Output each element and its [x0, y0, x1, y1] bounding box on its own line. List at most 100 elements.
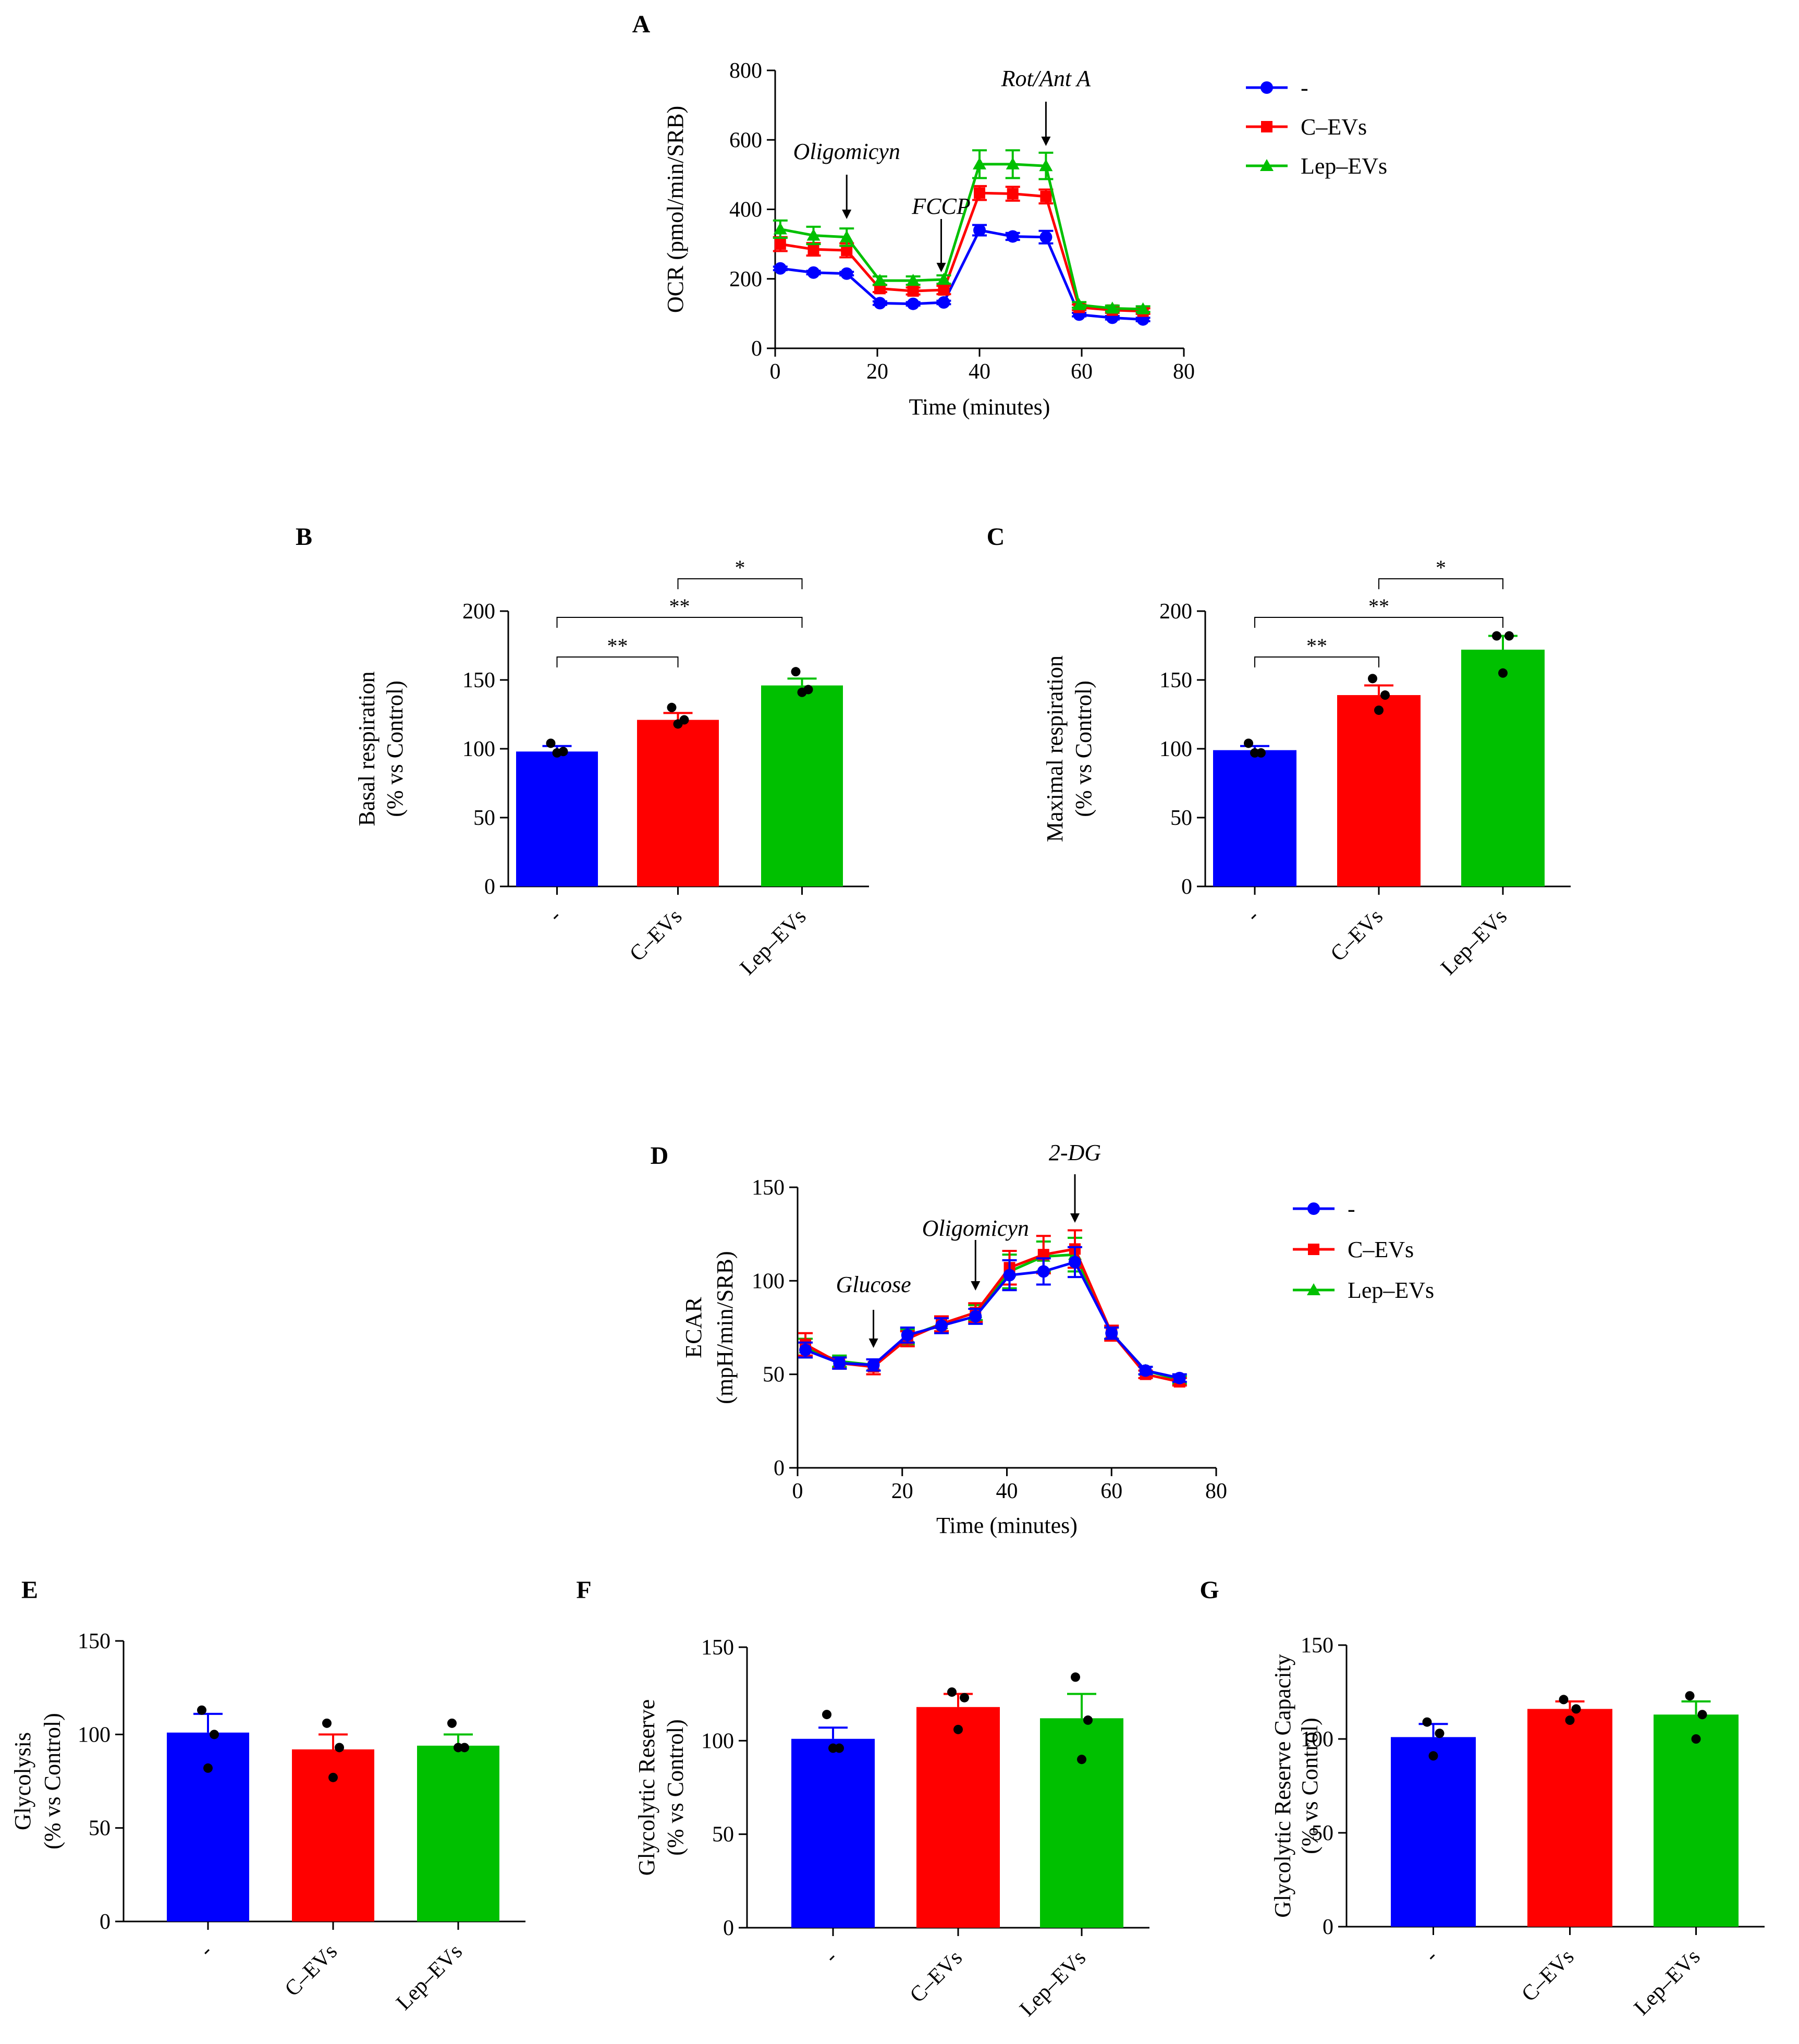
arrow-head	[971, 1281, 981, 1291]
category-label: C–EVs	[1326, 905, 1388, 966]
arrow-head	[1070, 1213, 1080, 1223]
replicate-point	[328, 1772, 338, 1782]
data-point	[807, 266, 820, 279]
y-tick-label: 100	[1159, 737, 1192, 761]
series-2	[798, 1246, 1187, 1384]
arrow-head	[1041, 137, 1051, 146]
replicate-point	[1498, 668, 1508, 678]
replicate-point	[673, 719, 683, 729]
data-point	[1068, 1256, 1081, 1269]
category-label: Lep–EVs	[736, 905, 811, 980]
x-tick-label: 40	[969, 360, 990, 384]
data-point	[1037, 1265, 1050, 1278]
data-point	[907, 297, 920, 310]
arrow-head	[936, 263, 946, 272]
data-point	[1003, 1269, 1016, 1282]
bar-group	[1654, 1691, 1739, 1927]
data-point	[806, 228, 821, 241]
data-point	[773, 222, 787, 235]
data-point	[1105, 301, 1119, 314]
replicate-point	[197, 1705, 206, 1715]
y-tick-label: 150	[78, 1629, 111, 1653]
panel-b: B 0 50 100 150 200 Basal respiration (% vs Cont…	[296, 523, 869, 980]
y-tick-label: 200	[1159, 600, 1192, 624]
data-point	[1007, 188, 1019, 200]
y-axis-title: (mpH/min/SRB)	[712, 1251, 738, 1404]
category-label: C–EVs	[905, 1946, 967, 2008]
bar	[1654, 1714, 1739, 1927]
data-point	[974, 187, 985, 199]
y-tick-label: 50	[1170, 806, 1192, 830]
bar	[1213, 750, 1296, 886]
bar-group	[761, 667, 843, 886]
data-point	[973, 224, 986, 237]
annotation-label: Oligomicyn	[793, 139, 900, 164]
y-tick-label: 150	[1159, 668, 1192, 692]
replicate-point	[1077, 1755, 1086, 1765]
significance-label: *	[735, 556, 745, 579]
legend-label: -	[1301, 75, 1308, 101]
annotation-label: FCCP	[911, 193, 970, 219]
bar-group	[292, 1718, 374, 1921]
y-tick-label: 0	[774, 1456, 785, 1480]
replicate-point	[1504, 631, 1514, 641]
replicate-point	[1244, 738, 1253, 748]
category-label: Lep–EVs	[1436, 905, 1512, 980]
data-point	[969, 1310, 982, 1323]
y-tick-label: 0	[723, 1916, 734, 1940]
replicate-point	[546, 738, 556, 748]
x-axis-title: Time (minutes)	[909, 394, 1050, 420]
legend-label: Lep–EVs	[1348, 1278, 1434, 1303]
data-point	[1105, 1327, 1118, 1340]
series-line	[780, 163, 1143, 311]
bar-group	[1213, 738, 1296, 886]
data-point	[807, 244, 819, 256]
data-point	[973, 157, 986, 169]
significance-bracket	[1378, 578, 1503, 589]
legend-marker	[1260, 81, 1273, 94]
significance-bracket	[1254, 617, 1503, 628]
replicate-point	[1559, 1695, 1569, 1705]
bar-group	[1040, 1672, 1123, 1928]
bar	[761, 685, 843, 886]
bar	[1040, 1718, 1123, 1928]
arrow-head	[868, 1339, 878, 1348]
replicate-point	[828, 1743, 838, 1753]
y-axis-title: OCR (pmol/min/SRB)	[663, 106, 688, 313]
x-tick-label: 60	[1071, 360, 1093, 384]
series-0	[773, 224, 1151, 326]
y-tick-label: 600	[729, 128, 762, 152]
significance-bracket	[1254, 656, 1379, 667]
bar-group	[167, 1705, 249, 1921]
series-line	[804, 1247, 1180, 1383]
replicate-point	[447, 1718, 457, 1728]
replicate-point	[1083, 1715, 1093, 1725]
data-point	[799, 1344, 812, 1357]
data-point	[841, 245, 853, 257]
data-point	[937, 296, 950, 309]
replicate-point	[1691, 1734, 1701, 1744]
replicate-point	[1428, 1751, 1438, 1761]
y-tick-label: 0	[751, 337, 762, 361]
replicate-point	[1071, 1672, 1080, 1682]
bar	[916, 1707, 1000, 1928]
significance-label: *	[1436, 556, 1446, 579]
legend-label: Lep–EVs	[1301, 153, 1387, 179]
legend-marker	[1260, 159, 1274, 171]
replicate-point	[822, 1710, 831, 1720]
data-point	[867, 1358, 880, 1371]
y-tick-label: 50	[1312, 1821, 1333, 1845]
y-tick-label: 100	[1301, 1727, 1333, 1751]
legend-label: C–EVs	[1348, 1237, 1414, 1262]
replicate-point	[552, 748, 562, 758]
y-tick-label: 0	[1181, 875, 1192, 899]
y-axis-title: Glycolytic Reserve Capacity	[1270, 1654, 1295, 1918]
data-point	[1006, 230, 1019, 243]
annotation-label: Glucose	[836, 1272, 911, 1297]
panel-label: F	[576, 1576, 591, 1604]
significance-bracket	[556, 656, 679, 667]
y-tick-label: 800	[729, 59, 762, 83]
data-point	[1040, 190, 1052, 202]
bar	[791, 1738, 875, 1928]
bar-group	[417, 1718, 499, 1921]
